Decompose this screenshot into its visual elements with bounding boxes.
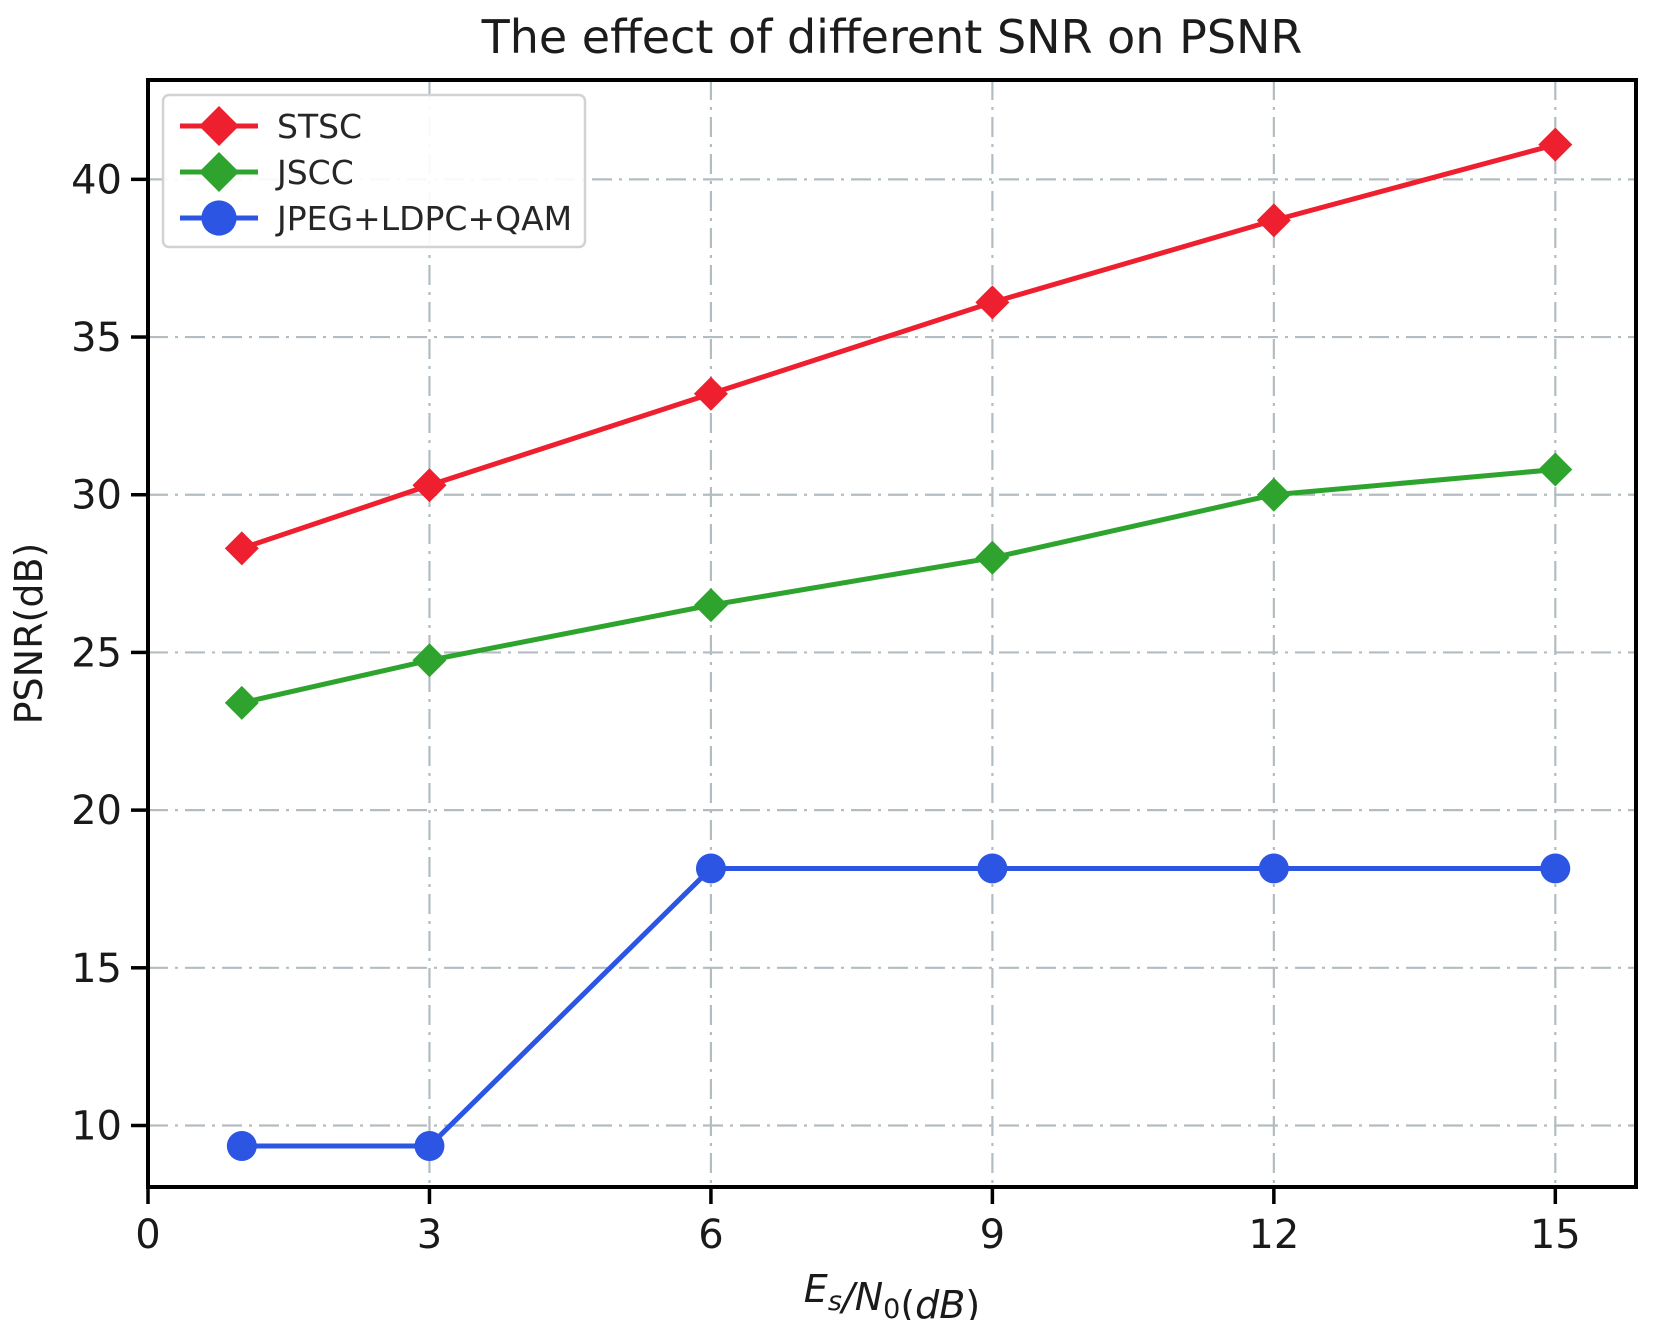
- y-tick-label: 35: [71, 315, 122, 361]
- series-jscc: [224, 452, 1573, 720]
- y-tick-label: 20: [71, 788, 122, 834]
- data-point-circle: [977, 853, 1008, 884]
- data-point-circle: [1540, 853, 1571, 884]
- axis-labels: Es/N0(dB) PSNR(dB): [7, 543, 980, 1320]
- data-point-diamond: [693, 376, 728, 411]
- x-tick-label: 6: [698, 1212, 723, 1258]
- plot-area-border: [146, 78, 1638, 1189]
- y-tick-label: 10: [71, 1104, 122, 1150]
- data-point-diamond: [224, 531, 259, 566]
- series-jpeg-ldpc-qam: [226, 853, 1571, 1161]
- tick-labels: 0 3 6 9 12 15 10 15 20 25 30 35 40: [71, 157, 1581, 1258]
- data-point-diamond: [975, 285, 1010, 320]
- data-point-diamond: [1256, 477, 1291, 512]
- axis-ticks: [131, 177, 1558, 1204]
- series-stsc: [224, 127, 1573, 566]
- legend-label: JPEG+LDPC+QAM: [275, 199, 572, 238]
- y-tick-label: 25: [71, 630, 122, 676]
- data-point-diamond: [1538, 127, 1573, 162]
- legend-box: [161, 93, 587, 249]
- data-point-diamond: [693, 588, 728, 623]
- data-point-diamond: [412, 643, 447, 678]
- data-point-diamond: [975, 540, 1010, 575]
- data-point-circle: [226, 1131, 257, 1161]
- y-tick-label: 40: [71, 157, 122, 203]
- x-axis-label: Es/N0(dB): [804, 1267, 980, 1320]
- series-line: [241, 467, 1556, 706]
- y-axis-label: PSNR(dB): [7, 543, 51, 725]
- legend: STSC JSCC JPEG+LDPC+QAM: [161, 93, 587, 249]
- series-line: [241, 142, 1556, 551]
- y-tick-label: 15: [71, 946, 122, 992]
- x-tick-label: 0: [135, 1212, 160, 1258]
- data-point-diamond: [412, 468, 447, 503]
- series-line: [241, 865, 1556, 1149]
- legend-entry-stsc: STSC: [180, 106, 362, 146]
- data-point-diamond: [224, 685, 259, 720]
- data-point-diamond: [199, 152, 239, 192]
- data-point-circle: [414, 1131, 445, 1161]
- data-point-circle: [201, 200, 237, 236]
- data-point-diamond: [1538, 452, 1573, 487]
- x-tick-label: 15: [1530, 1212, 1581, 1258]
- legend-label: STSC: [277, 107, 362, 146]
- x-tick-label: 9: [980, 1212, 1005, 1258]
- data-point-circle: [1258, 853, 1289, 884]
- x-tick-label: 3: [417, 1212, 442, 1258]
- y-tick-label: 30: [71, 473, 122, 519]
- data-point-circle: [695, 853, 726, 884]
- data-point-diamond: [1256, 203, 1291, 238]
- data-point-diamond: [199, 106, 239, 146]
- chart-title: The effect of different SNR on PSNR: [481, 10, 1303, 64]
- legend-entry-jpeg-ldpc-qam: JPEG+LDPC+QAM: [180, 199, 572, 238]
- x-tick-label: 12: [1248, 1212, 1299, 1258]
- legend-label: JSCC: [275, 153, 354, 192]
- legend-entry-jscc: JSCC: [180, 152, 354, 192]
